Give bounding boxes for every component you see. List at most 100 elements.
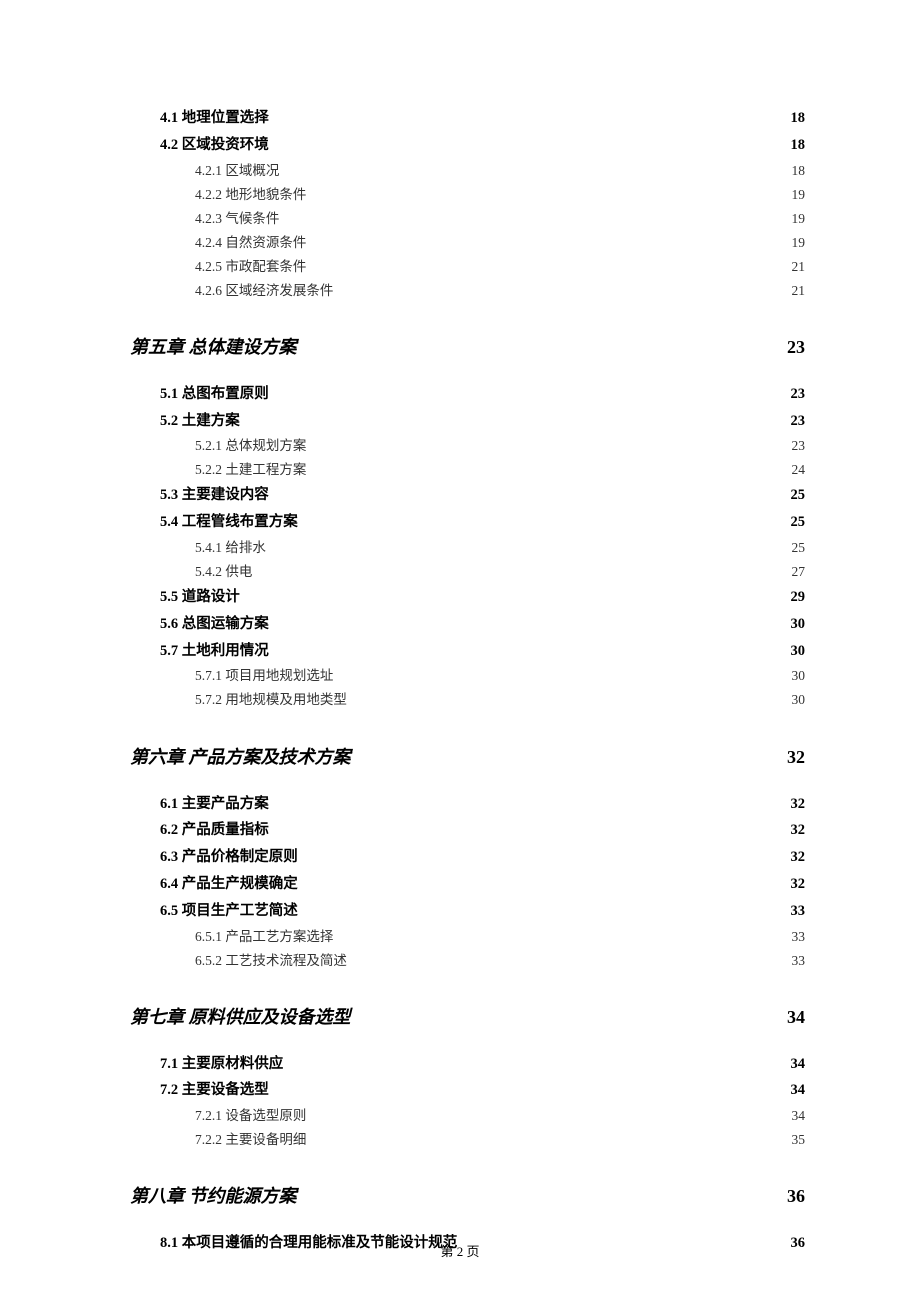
toc-entry-page: 34 <box>791 1051 806 1078</box>
toc-entry-label: 4.2.6 区域经济发展条件 <box>195 279 333 303</box>
toc-entry[interactable]: 6.3 产品价格制定原则 32 <box>160 844 805 871</box>
toc-entry[interactable]: 4.2.2 地形地貌条件 19 <box>195 183 805 207</box>
toc-entry-label: 6.2 产品质量指标 <box>160 817 269 844</box>
toc-entry[interactable]: 第六章 产品方案及技术方案32 <box>130 743 805 769</box>
toc-entry-label: 第七章 原料供应及设备选型 <box>130 1003 351 1029</box>
toc-entry-page: 32 <box>791 844 806 871</box>
toc-entry[interactable]: 5.7 土地利用情况 30 <box>160 638 805 665</box>
toc-entry[interactable]: 5.4.2 供电27 <box>195 560 805 584</box>
toc-entry-page: 34 <box>792 1104 806 1128</box>
toc-entry-page: 36 <box>787 1186 805 1207</box>
toc-entry-label: 5.4.2 供电 <box>195 560 252 584</box>
toc-entry-label: 4.2.2 地形地貌条件 <box>195 183 306 207</box>
toc-entry[interactable]: 4.2.1 区域概况 18 <box>195 159 805 183</box>
toc-entry[interactable]: 7.2.1 设备选型原则 34 <box>195 1104 805 1128</box>
toc-entry[interactable]: 5.5 道路设计29 <box>160 584 805 611</box>
toc-entry-label: 5.7.2 用地规模及用地类型 <box>195 688 347 712</box>
toc-entry[interactable]: 7.2 主要设备选型34 <box>160 1077 805 1104</box>
toc-entry-label: 第五章 总体建设方案 <box>130 333 297 359</box>
toc-entry-label: 5.4 工程管线布置方案 <box>160 509 298 536</box>
toc-entry-page: 33 <box>792 925 806 949</box>
toc-entry-label: 6.1 主要产品方案 <box>160 791 269 818</box>
toc-entry[interactable]: 6.5.1 产品工艺方案选择 33 <box>195 925 805 949</box>
toc-entry-page: 18 <box>791 132 806 159</box>
toc-entry[interactable]: 5.4.1 给排水 25 <box>195 536 805 560</box>
toc-entry-page: 25 <box>791 509 806 536</box>
toc-entry-label: 4.2.1 区域概况 <box>195 159 279 183</box>
toc-entry-label: 5.1 总图布置原则 <box>160 381 269 408</box>
toc-entry[interactable]: 4.1 地理位置选择 18 <box>160 105 805 132</box>
toc-entry-page: 18 <box>791 105 806 132</box>
toc-entry-label: 6.5.1 产品工艺方案选择 <box>195 925 333 949</box>
toc-entry-label: 4.2.3 气候条件 <box>195 207 279 231</box>
toc-entry-page: 23 <box>791 408 806 435</box>
toc-entry-label: 第八章 节约能源方案 <box>130 1182 297 1208</box>
toc-entry[interactable]: 6.5.2 工艺技术流程及简述 33 <box>195 949 805 973</box>
toc-entry-page: 32 <box>791 871 806 898</box>
toc-entry-page: 33 <box>791 898 806 925</box>
toc-entry-page: 19 <box>792 207 806 231</box>
toc-entry[interactable]: 4.2.5 市政配套条件21 <box>195 255 805 279</box>
toc-entry-label: 5.2.2 土建工程方案 <box>195 458 306 482</box>
toc-entry-label: 5.7 土地利用情况 <box>160 638 269 665</box>
toc-entry[interactable]: 5.4 工程管线布置方案 25 <box>160 509 805 536</box>
toc-entry[interactable]: 第七章 原料供应及设备选型 34 <box>130 1003 805 1029</box>
toc-entry-page: 30 <box>791 611 806 638</box>
toc-entry[interactable]: 5.1 总图布置原则23 <box>160 381 805 408</box>
toc-entry[interactable]: 4.2.4 自然资源条件19 <box>195 231 805 255</box>
table-of-contents: 4.1 地理位置选择184.2 区域投资环境184.2.1 区域概况184.2.… <box>130 105 805 1257</box>
toc-entry-page: 25 <box>792 536 806 560</box>
toc-entry[interactable]: 第八章 节约能源方案 36 <box>130 1182 805 1208</box>
toc-entry-page: 24 <box>792 458 806 482</box>
toc-entry[interactable]: 5.7.1 项目用地规划选址 30 <box>195 664 805 688</box>
page-footer: 第 2 页 <box>0 1241 920 1260</box>
toc-entry-page: 30 <box>791 638 806 665</box>
toc-entry-label: 4.2.5 市政配套条件 <box>195 255 306 279</box>
toc-entry[interactable]: 5.3 主要建设内容25 <box>160 482 805 509</box>
toc-entry-label: 4.2.4 自然资源条件 <box>195 231 306 255</box>
toc-entry[interactable]: 5.2.1 总体规划方案 23 <box>195 434 805 458</box>
toc-entry[interactable]: 第五章 总体建设方案 23 <box>130 333 805 359</box>
toc-entry-label: 7.2 主要设备选型 <box>160 1077 269 1104</box>
toc-entry-page: 32 <box>791 791 806 818</box>
toc-entry[interactable]: 7.2.2 主要设备明细35 <box>195 1128 805 1152</box>
toc-entry[interactable]: 6.1 主要产品方案 32 <box>160 791 805 818</box>
toc-entry-label: 6.5.2 工艺技术流程及简述 <box>195 949 347 973</box>
toc-entry-label: 5.2 土建方案 <box>160 408 240 435</box>
toc-entry[interactable]: 5.7.2 用地规模及用地类型 30 <box>195 688 805 712</box>
toc-entry-page: 19 <box>792 183 806 207</box>
toc-entry[interactable]: 5.2.2 土建工程方案 24 <box>195 458 805 482</box>
toc-entry-label: 4.1 地理位置选择 <box>160 105 269 132</box>
toc-entry[interactable]: 4.2.6 区域经济发展条件 21 <box>195 279 805 303</box>
toc-entry[interactable]: 6.5 项目生产工艺简述 33 <box>160 898 805 925</box>
toc-entry[interactable]: 4.2.3 气候条件 19 <box>195 207 805 231</box>
toc-entry-page: 34 <box>787 1007 805 1028</box>
toc-entry[interactable]: 5.6 总图运输方案 30 <box>160 611 805 638</box>
toc-entry-label: 5.5 道路设计 <box>160 584 240 611</box>
toc-entry-page: 33 <box>792 949 806 973</box>
toc-entry-page: 30 <box>792 664 806 688</box>
toc-entry-label: 5.3 主要建设内容 <box>160 482 269 509</box>
toc-entry-label: 5.4.1 给排水 <box>195 536 266 560</box>
toc-entry-page: 32 <box>791 817 806 844</box>
toc-entry-label: 6.3 产品价格制定原则 <box>160 844 298 871</box>
toc-entry-label: 6.5 项目生产工艺简述 <box>160 898 298 925</box>
toc-entry-page: 23 <box>792 434 806 458</box>
toc-entry-page: 23 <box>787 337 805 358</box>
toc-entry-label: 4.2 区域投资环境 <box>160 132 269 159</box>
toc-entry-page: 30 <box>792 688 806 712</box>
toc-entry[interactable]: 5.2 土建方案 23 <box>160 408 805 435</box>
toc-entry-label: 7.2.1 设备选型原则 <box>195 1104 306 1128</box>
toc-entry-label: 6.4 产品生产规模确定 <box>160 871 298 898</box>
toc-entry-label: 5.2.1 总体规划方案 <box>195 434 306 458</box>
toc-entry[interactable]: 6.2 产品质量指标 32 <box>160 817 805 844</box>
toc-entry[interactable]: 7.1 主要原材料供应 34 <box>160 1051 805 1078</box>
toc-entry-label: 5.7.1 项目用地规划选址 <box>195 664 333 688</box>
toc-entry[interactable]: 4.2 区域投资环境 18 <box>160 132 805 159</box>
toc-entry-page: 21 <box>792 279 806 303</box>
toc-entry[interactable]: 6.4 产品生产规模确定 32 <box>160 871 805 898</box>
toc-entry-label: 7.2.2 主要设备明细 <box>195 1128 306 1152</box>
toc-entry-label: 5.6 总图运输方案 <box>160 611 269 638</box>
toc-entry-page: 18 <box>792 159 806 183</box>
toc-entry-label: 7.1 主要原材料供应 <box>160 1051 283 1078</box>
